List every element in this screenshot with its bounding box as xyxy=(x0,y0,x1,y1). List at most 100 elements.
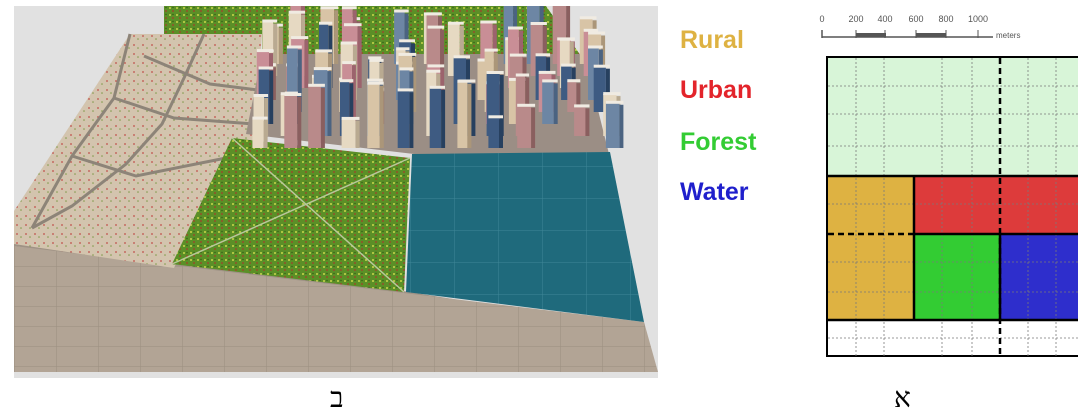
building xyxy=(488,117,499,148)
building xyxy=(588,47,599,100)
forest-diagonals xyxy=(171,137,411,293)
caption-right: א xyxy=(894,381,911,414)
scale-ruler xyxy=(821,30,993,38)
zone-forest xyxy=(914,234,1000,320)
building-roof xyxy=(559,37,574,41)
building-side xyxy=(409,92,414,148)
building-side xyxy=(471,83,476,136)
building-side xyxy=(585,108,590,136)
building-side xyxy=(412,56,417,112)
building-roof xyxy=(426,69,441,73)
building-roof xyxy=(342,61,356,65)
building-side xyxy=(379,85,384,148)
building xyxy=(542,81,554,124)
building-roof xyxy=(427,64,445,68)
building-roof xyxy=(427,25,445,29)
building-roof xyxy=(515,73,530,77)
building xyxy=(517,105,532,148)
building-roof xyxy=(398,52,417,56)
building xyxy=(593,66,606,112)
water-zone xyxy=(406,152,644,322)
building-roof xyxy=(258,66,274,70)
building xyxy=(605,102,620,148)
building xyxy=(574,106,586,136)
building-roof xyxy=(488,115,503,119)
building xyxy=(429,87,441,148)
building xyxy=(394,11,405,64)
building-roof xyxy=(367,78,383,82)
building-roof xyxy=(542,79,558,83)
building-side xyxy=(269,70,274,124)
building-side xyxy=(349,83,354,136)
zone-rural xyxy=(828,176,914,320)
zone-urban xyxy=(914,176,1078,234)
building-side xyxy=(355,120,360,148)
skyscrapers xyxy=(252,6,624,148)
building-roof xyxy=(315,49,332,53)
scale-tick-label: 0 xyxy=(819,14,824,24)
building-roof xyxy=(253,94,269,97)
building-side xyxy=(320,87,325,148)
building-roof xyxy=(394,9,409,13)
building-roof xyxy=(508,26,523,30)
scale-tick-label: 600 xyxy=(908,14,923,24)
zone-borders xyxy=(828,174,1078,322)
zoning-grid-map xyxy=(826,56,1078,358)
building-side xyxy=(263,120,268,148)
building-side xyxy=(576,83,581,112)
building-roof xyxy=(480,20,497,24)
building xyxy=(447,23,460,76)
zone-forest-light xyxy=(828,58,1078,176)
building-roof xyxy=(291,36,309,40)
building-side xyxy=(499,75,504,136)
scale-unit: meters xyxy=(996,31,1020,40)
building-roof xyxy=(535,53,551,57)
building-roof xyxy=(447,21,464,25)
building-roof xyxy=(256,49,273,53)
building-side xyxy=(327,71,332,136)
building-roof xyxy=(284,93,302,96)
building-side xyxy=(351,65,356,124)
building-roof xyxy=(308,83,325,87)
building-roof xyxy=(426,12,442,16)
building xyxy=(252,118,264,148)
dashed-divider-lines xyxy=(828,58,1002,356)
building-side xyxy=(271,67,276,100)
building-roof xyxy=(453,55,470,59)
building-roof xyxy=(341,116,360,120)
building xyxy=(457,81,468,148)
building-roof xyxy=(457,79,472,83)
building-roof xyxy=(344,23,362,27)
building-roof xyxy=(399,67,414,71)
scale-tick-label: 200 xyxy=(848,14,863,24)
grid-lines xyxy=(828,58,1078,356)
building-roof xyxy=(399,39,415,43)
building-side xyxy=(334,10,339,64)
scale-bar: 0 200 400 600 800 1000 meters xyxy=(818,8,1078,48)
building-roof xyxy=(517,103,536,107)
legend-rural: Rural xyxy=(680,26,744,54)
building-side xyxy=(499,119,503,148)
building-roof xyxy=(588,45,603,49)
building-roof xyxy=(396,47,410,51)
building xyxy=(286,47,298,112)
building-side xyxy=(278,27,283,65)
building xyxy=(339,81,350,136)
legend-forest: Forest xyxy=(680,128,757,156)
building-side xyxy=(601,35,606,88)
building-roof xyxy=(313,67,332,71)
building-roof xyxy=(603,92,621,96)
building-roof xyxy=(593,64,610,68)
legend-water: Water xyxy=(680,178,749,206)
building-roof xyxy=(509,53,527,57)
building-roof xyxy=(286,45,302,49)
building-roof xyxy=(288,10,306,14)
building-side xyxy=(542,26,547,76)
building xyxy=(567,81,577,112)
building-roof xyxy=(574,104,590,108)
building xyxy=(341,118,356,148)
building-roof xyxy=(319,21,333,25)
building xyxy=(253,96,265,136)
building-roof xyxy=(561,63,576,67)
building-side xyxy=(304,40,309,88)
